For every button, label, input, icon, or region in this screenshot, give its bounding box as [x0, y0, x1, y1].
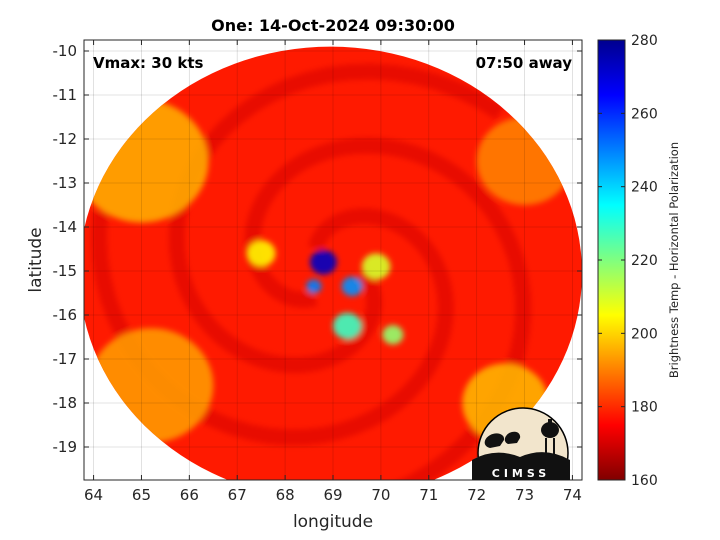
colorbar-tick-label: 280: [631, 33, 658, 49]
colorbar-tick-label: 160: [631, 473, 658, 489]
brightness-field: [84, 46, 582, 480]
chart-title: One: 14-Oct-2024 09:30:00: [211, 16, 455, 35]
x-axis-ticks: 64 65 66 67 68 69 70 71 72 73 74: [84, 40, 582, 504]
y-tick-label: -16: [53, 306, 78, 324]
x-tick-label: 67: [228, 486, 247, 504]
y-tick-label: -15: [53, 262, 78, 280]
colorbar-tick-label: 220: [631, 253, 658, 269]
y-tick-label: -17: [53, 350, 78, 368]
y-tick-label: -12: [53, 130, 78, 148]
colorbar-label: Brightness Temp - Horizontal Polarizatio…: [667, 142, 681, 378]
logo-banner: [472, 462, 570, 480]
x-tick-label: 69: [323, 486, 342, 504]
cold-feature: [382, 325, 404, 345]
logo-tower-leg-2: [553, 438, 555, 464]
y-tick-label: -11: [53, 86, 78, 104]
logo-text: CIMSS: [492, 467, 550, 480]
y-tick-label: -13: [53, 174, 78, 192]
colorbar-tick-label: 240: [631, 180, 658, 196]
y-axis-ticks: -10 -11 -12 -13 -14 -15 -16 -17 -18 -19: [53, 42, 582, 456]
x-tick-label: 74: [563, 486, 582, 504]
x-tick-label: 73: [515, 486, 534, 504]
x-tick-label: 70: [371, 486, 390, 504]
x-tick-label: 68: [276, 486, 295, 504]
colorbar-tick-label: 200: [631, 326, 658, 342]
x-tick-label: 64: [84, 486, 103, 504]
x-tick-label: 65: [132, 486, 151, 504]
swath-features: [84, 63, 573, 480]
y-tick-label: -10: [53, 42, 78, 60]
y-tick-label: -18: [53, 394, 78, 412]
logo-dish-left: [484, 433, 505, 448]
rainband: [244, 137, 532, 480]
colorbar-ticks: 280 260 240 220 200 180 160: [598, 33, 658, 489]
cimss-logo: CIMSS: [472, 407, 570, 480]
x-tick-label: 66: [180, 486, 199, 504]
vmax-annotation: Vmax: 30 kts: [93, 54, 203, 72]
logo-tower-leg-1: [545, 438, 547, 464]
cold-feature: [306, 279, 322, 294]
x-axis-label: longitude: [293, 512, 373, 532]
y-axis-label: latitude: [26, 227, 46, 292]
time-away-annotation: 07:50 away: [476, 54, 573, 72]
cold-feature: [333, 312, 362, 340]
x-tick-label: 71: [419, 486, 438, 504]
cold-feature: [361, 253, 391, 280]
logo-dish-right: [504, 431, 521, 444]
cold-feature: [310, 249, 337, 275]
logo-water-tank: [541, 422, 559, 438]
cold-feature: [246, 240, 276, 267]
cold-feature: [341, 276, 363, 297]
x-tick-label: 72: [467, 486, 486, 504]
colorbar-tick-label: 180: [631, 400, 658, 416]
rainband: [168, 63, 505, 374]
y-tick-label: -14: [53, 218, 78, 236]
colorbar: [597, 39, 626, 481]
y-tick-label: -19: [53, 438, 78, 456]
logo-tank-cap: [548, 419, 552, 423]
colorbar-tick-label: 260: [631, 106, 658, 122]
